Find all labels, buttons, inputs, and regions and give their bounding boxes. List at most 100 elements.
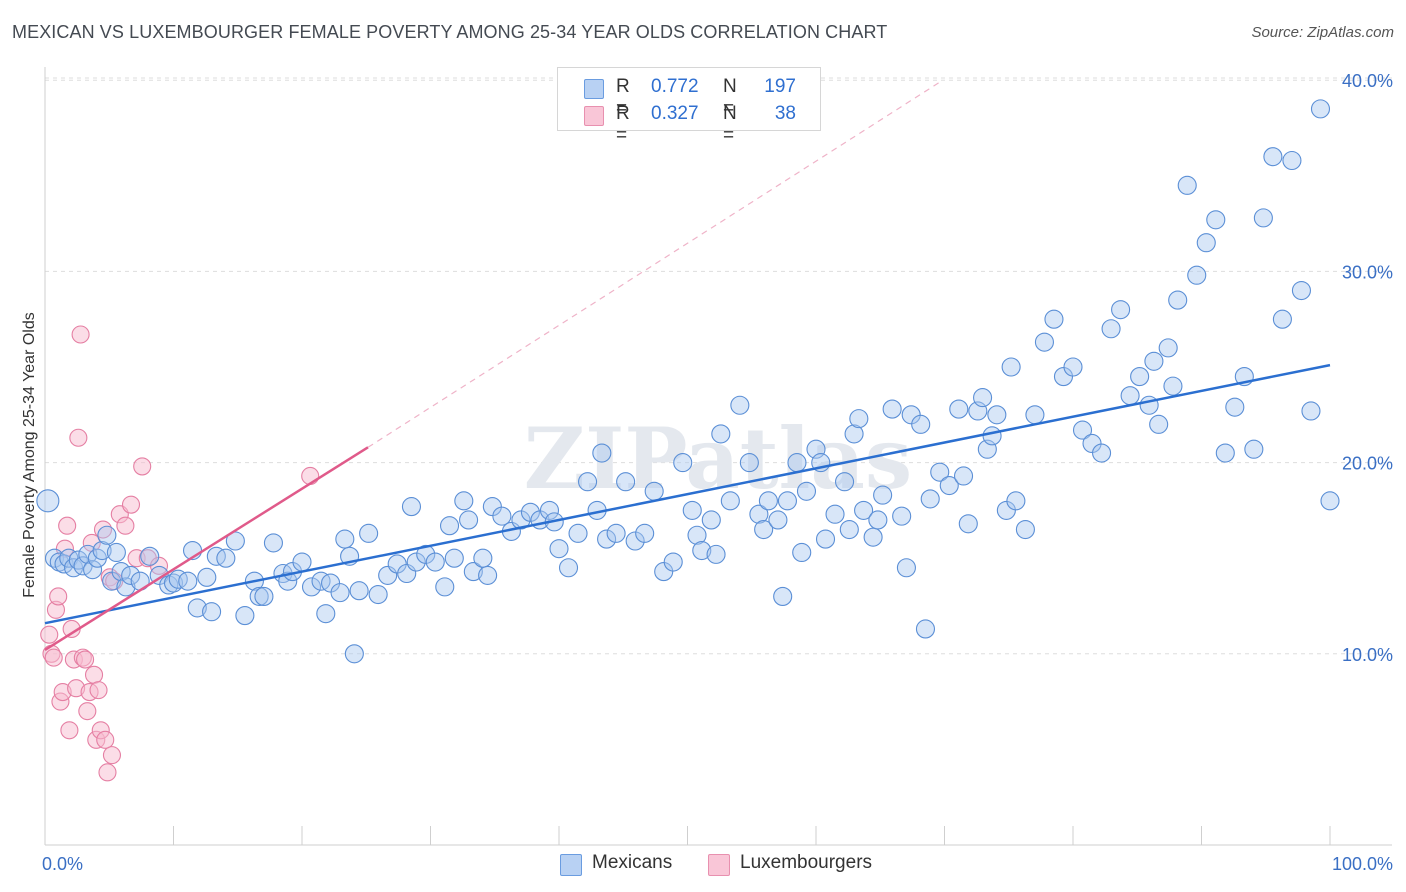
y-tick-label: 30.0% [1342, 262, 1393, 282]
luxembourgers-point [102, 746, 122, 765]
mexicans-point [953, 466, 974, 486]
luxembourgers-point [121, 495, 141, 514]
mexicans-point [892, 506, 912, 526]
mexicans-point [1130, 367, 1150, 387]
mexicans-point [987, 405, 1007, 425]
mexicans-point [111, 562, 131, 582]
mexicans-point [1291, 280, 1311, 301]
mexicans-point [1320, 491, 1340, 511]
mexicans-point [578, 472, 598, 492]
mexicans-point [1015, 519, 1035, 540]
mexicans-point [1025, 405, 1045, 425]
tick-labels: 10.0% 20.0% 30.0% 40.0% 0.0% 100.0% [42, 71, 1393, 874]
mexicans-point [1072, 420, 1093, 440]
mexicans-point [568, 523, 588, 543]
luxembourgers-point [78, 702, 97, 721]
mexicans-point [1111, 300, 1131, 320]
legend-swatch-mexicans [584, 79, 604, 99]
y-tick-label: 10.0% [1342, 645, 1393, 665]
mexicans-point [1034, 332, 1054, 352]
mexicans-point [349, 581, 369, 601]
mexicans-point [616, 472, 636, 492]
mexicans-point [592, 443, 612, 463]
luxembourgers-point [58, 516, 77, 535]
luxembourgers-point [301, 466, 320, 486]
mexicans-point [896, 558, 916, 578]
mexicans-point [1092, 443, 1112, 463]
mexicans-points [36, 99, 1340, 664]
mexicans-point [1163, 376, 1183, 396]
mexicans-point [116, 577, 136, 597]
mexicans-point [416, 544, 436, 564]
mexicans-point [235, 606, 255, 626]
mexicans-point [1253, 208, 1273, 228]
mexicans-point [711, 424, 731, 444]
mexicans-point [454, 491, 474, 511]
mexicans-point [597, 529, 617, 549]
trendlines [44, 81, 1331, 652]
mexicans-point [401, 497, 422, 517]
mexicans-point [706, 544, 726, 564]
luxembourgers-point [89, 681, 108, 700]
mexicans-point [263, 533, 283, 553]
mexicans-point [36, 489, 60, 513]
luxembourgers-point [96, 730, 115, 749]
bottom-legend-swatch-mexicans [560, 854, 582, 876]
luxembourgers-point [84, 665, 104, 684]
mexicans-point [1101, 319, 1121, 339]
mexicans-point [439, 516, 460, 536]
mexicans-point [739, 453, 759, 473]
mexicans-point [478, 565, 498, 585]
mexicans-point [254, 586, 274, 606]
luxembourgers-trendline [44, 446, 369, 652]
mexicans-point [1301, 401, 1321, 421]
bottom-legend-label: Mexicans [592, 852, 673, 873]
mexicans-point [178, 571, 198, 591]
legend-swatch-luxembourgers [584, 106, 604, 126]
mexicans-point [825, 504, 845, 524]
mexicans-point [973, 388, 993, 408]
mexicans-point [1144, 351, 1164, 371]
mexicans-point [187, 598, 207, 618]
mexicans-point [982, 426, 1002, 446]
mexicans-point [168, 569, 188, 589]
mexicans-point [939, 475, 959, 496]
luxembourgers-point [133, 457, 152, 476]
y-tick-label: 40.0% [1342, 71, 1393, 91]
x-tick-label-max: 100.0% [1332, 854, 1393, 874]
bottom-legend-swatch-luxembourgers [708, 854, 730, 876]
mexicans-point [911, 414, 931, 434]
mexicans-point [301, 577, 322, 597]
mexicans-point [249, 586, 269, 606]
luxembourgers-point [71, 325, 90, 344]
legend-r-value: 0.772 [651, 76, 699, 97]
luxembourgers-point [49, 587, 68, 606]
axes [44, 67, 1392, 846]
mexicans-point [796, 481, 817, 501]
gridlines [45, 77, 1392, 655]
mexicans-point [330, 583, 350, 603]
mexicans-point [920, 489, 940, 509]
mexicans-point [459, 510, 479, 530]
luxembourgers-point [98, 763, 117, 782]
mexicans-point [682, 500, 702, 520]
mexicans-point [958, 514, 978, 534]
mexicans-point [1272, 309, 1292, 329]
mexicans-point [1310, 99, 1331, 119]
mexicans-point [720, 491, 740, 511]
bottom-legend-label: Luxembourgers [740, 852, 873, 873]
mexicans-point [1044, 309, 1064, 329]
luxembourgers-point [60, 721, 79, 740]
mexicans-point [844, 424, 864, 444]
mexicans-point [863, 527, 883, 547]
mexicans-point [758, 491, 778, 511]
mexicans-point [106, 542, 126, 563]
mexicans-point [97, 525, 117, 545]
mexicans-point [1001, 357, 1021, 377]
mexicans-point [92, 541, 112, 561]
mexicans-point [359, 523, 379, 543]
mexicans-point [511, 510, 531, 530]
mexicans-point [701, 510, 721, 530]
mexicans-point [644, 481, 664, 501]
